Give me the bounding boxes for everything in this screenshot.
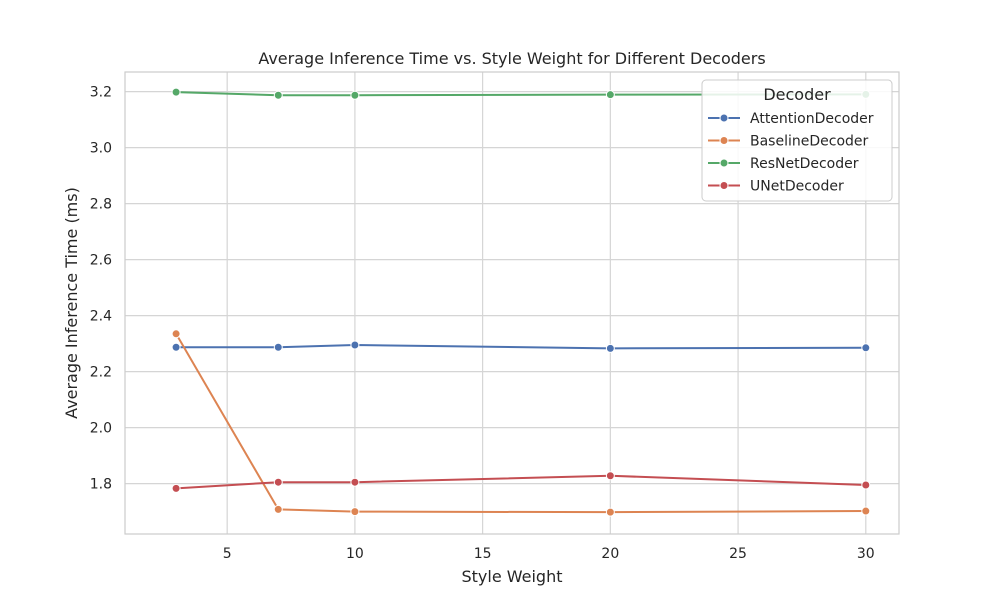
data-point <box>605 343 615 353</box>
x-tick-label: 30 <box>857 546 875 562</box>
y-tick-label: 2.2 <box>90 365 112 381</box>
data-point <box>605 471 615 481</box>
y-tick-label: 2.6 <box>90 253 112 269</box>
legend-entry: BaselineDecoder <box>708 134 869 150</box>
legend-label: BaselineDecoder <box>750 134 869 150</box>
y-axis-label: Average Inference Time (ms) <box>62 187 81 419</box>
plot-area-frame <box>124 71 900 535</box>
data-point <box>605 507 615 517</box>
grid <box>125 72 899 534</box>
series-layer <box>171 87 871 517</box>
data-point <box>273 504 283 514</box>
x-tick-label: 20 <box>601 546 619 562</box>
data-point <box>605 90 615 100</box>
y-axis-ticks: 1.8 2.0 2.2 2.4 2.6 2.8 3.0 3.2 <box>90 85 112 493</box>
y-tick-label: 2.8 <box>90 197 112 213</box>
data-point <box>171 342 181 352</box>
series-AttentionDecoder <box>171 340 871 353</box>
legend: Decoder AttentionDecoder BaselineDecoder R… <box>701 79 893 202</box>
data-point <box>273 477 283 487</box>
series-BaselineDecoder <box>171 329 871 517</box>
x-tick-label: 5 <box>223 546 232 562</box>
data-point <box>171 483 181 493</box>
legend-entries: AttentionDecoder BaselineDecoder ResNetDec… <box>708 111 874 195</box>
legend-marker <box>719 158 729 168</box>
legend-label: AttentionDecoder <box>750 111 874 127</box>
x-tick-label: 25 <box>729 546 747 562</box>
data-point <box>861 480 871 490</box>
y-tick-label: 2.0 <box>90 421 112 437</box>
legend-marker <box>719 181 729 190</box>
y-tick-label: 3.2 <box>90 85 112 101</box>
data-point <box>171 329 181 339</box>
x-tick-label: 10 <box>346 546 364 562</box>
y-tick-label: 1.8 <box>90 477 112 493</box>
legend-box <box>701 79 893 202</box>
chart-title: Average Inference Time vs. Style Weight … <box>258 49 765 68</box>
legend-marker <box>719 113 729 123</box>
data-point <box>350 477 360 487</box>
data-point <box>273 342 283 352</box>
legend-entry: AttentionDecoder <box>708 111 874 127</box>
data-point <box>861 506 871 516</box>
legend-label: UNetDecoder <box>750 179 844 195</box>
legend-marker <box>719 136 729 145</box>
data-point <box>171 87 181 97</box>
legend-title: Decoder <box>763 85 831 104</box>
x-axis-label: Style Weight <box>461 567 562 586</box>
data-point <box>350 507 360 517</box>
data-point <box>350 90 360 100</box>
legend-label: ResNetDecoder <box>750 156 859 172</box>
data-point <box>273 90 283 100</box>
y-tick-label: 3.0 <box>90 141 112 157</box>
legend-entry: UNetDecoder <box>708 179 844 195</box>
x-tick-label: 15 <box>474 546 492 562</box>
legend-entry: ResNetDecoder <box>708 156 859 172</box>
data-point <box>861 343 871 353</box>
x-axis-ticks: 5 10 15 20 25 30 <box>223 546 875 562</box>
series-UNetDecoder <box>171 471 871 493</box>
y-tick-label: 2.4 <box>90 309 112 325</box>
data-point <box>350 340 360 350</box>
